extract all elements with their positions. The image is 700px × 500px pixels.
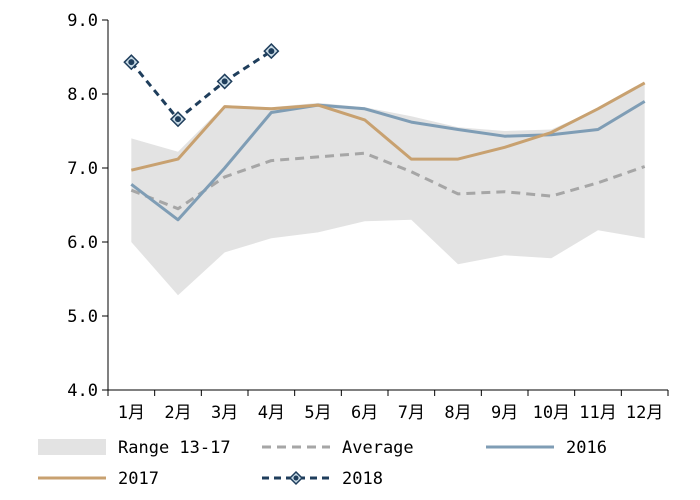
- series-2018-point-center: [268, 48, 275, 55]
- x-tick-label: 12月: [626, 403, 663, 423]
- x-tick-label: 9月: [491, 403, 518, 423]
- legend-marker-center: [293, 475, 299, 481]
- legend-label: Average: [342, 438, 414, 458]
- x-tick-label: 6月: [351, 403, 378, 423]
- series-2016-line: [130, 100, 646, 222]
- legend: Range 13-17 Average 2016 2017 2018: [38, 438, 607, 489]
- legend-label: 2016: [566, 438, 607, 458]
- series-2018-line: [130, 49, 273, 121]
- legend-label: 2017: [118, 469, 159, 489]
- plot-area: [123, 43, 646, 296]
- y-tick-label: 5.0: [67, 307, 98, 327]
- legend-item-range-13-17: Range 13-17: [38, 438, 231, 458]
- x-tick-label: 7月: [398, 403, 425, 423]
- series-2018-point-center: [175, 116, 181, 123]
- series-average-line: [130, 151, 646, 211]
- x-tick-label: 8月: [444, 403, 471, 423]
- series-2018-point-center: [221, 78, 228, 85]
- x-tick-label: 4月: [258, 403, 285, 423]
- y-tick-label: 4.0: [67, 381, 98, 401]
- series-2017-line: [130, 81, 646, 172]
- x-tick-label: 11月: [579, 403, 616, 423]
- legend-item-2016: 2016: [486, 438, 607, 458]
- x-tick-label: 1月: [118, 403, 145, 423]
- x-tick-label: 10月: [533, 403, 570, 423]
- legend-item-2017: 2017: [38, 469, 159, 489]
- legend-label: 2018: [342, 469, 383, 489]
- x-tick-label: 5月: [304, 403, 331, 423]
- axes: 4.0 5.0 6.0 7.0 8.0 9.0 1月 2月 3月 4月 5月 6月 7月 8月 9月 10月 1…: [67, 11, 669, 423]
- series-2018-point-center: [128, 59, 135, 66]
- legend-item-2018: 2018: [262, 469, 383, 489]
- legend-swatch: [38, 439, 106, 455]
- legend-item-average: Average: [262, 438, 414, 458]
- x-tick-label: 3月: [211, 403, 238, 423]
- legend-label: Range 13-17: [118, 438, 231, 458]
- y-tick-label: 8.0: [67, 85, 98, 105]
- y-tick-label: 9.0: [67, 11, 98, 31]
- y-tick-label: 7.0: [67, 159, 98, 179]
- x-tick-label: 2月: [164, 403, 191, 423]
- y-tick-label: 6.0: [67, 233, 98, 253]
